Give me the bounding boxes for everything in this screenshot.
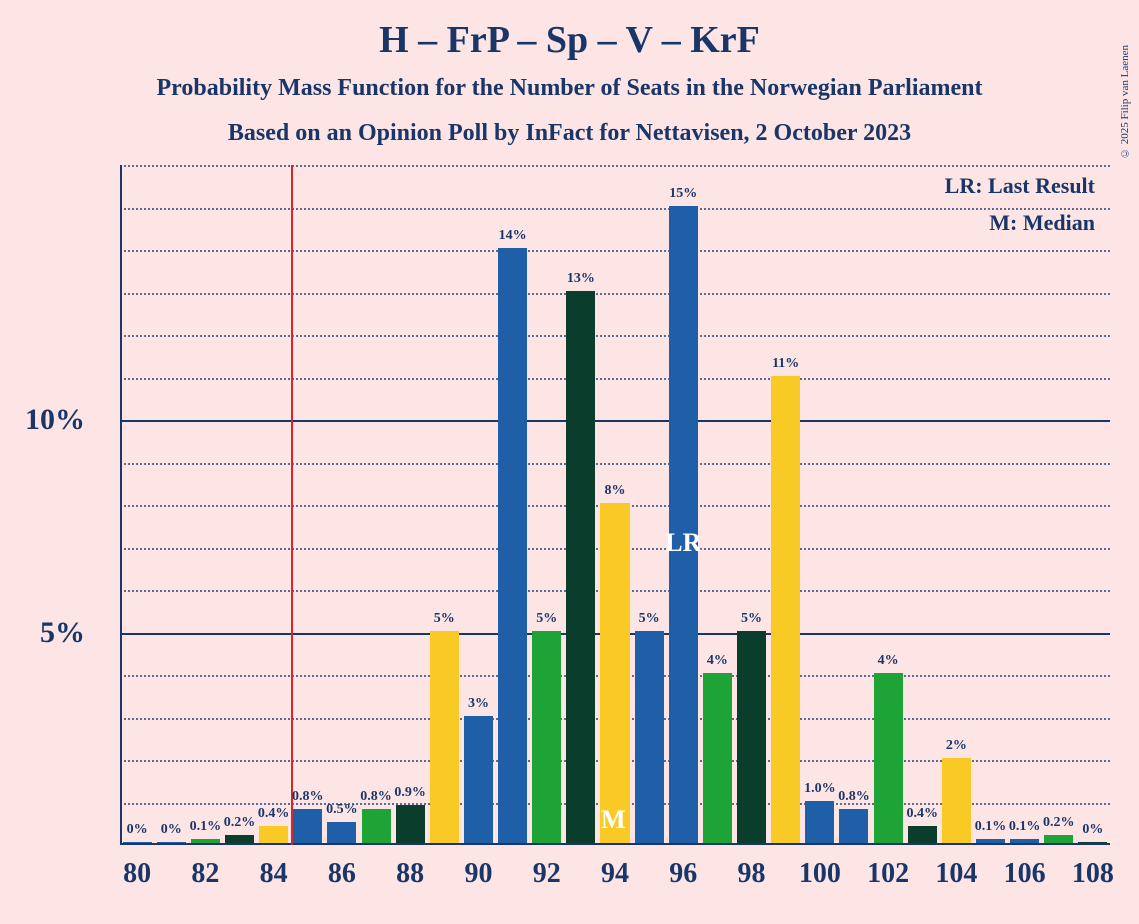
bar: [874, 673, 903, 843]
gridline: [120, 293, 1110, 295]
bar: [191, 839, 220, 843]
bar: [771, 376, 800, 844]
bar-value-label: 0.8%: [292, 789, 324, 805]
gridline: [120, 208, 1110, 210]
bar: [635, 631, 664, 844]
bar: [293, 809, 322, 843]
x-axis-label: 100: [799, 858, 841, 890]
x-axis-label: 98: [738, 858, 766, 890]
bar-value-label: 0.4%: [258, 806, 290, 822]
x-axis-label: 84: [260, 858, 288, 890]
x-axis-label: 88: [396, 858, 424, 890]
bar: [464, 716, 493, 844]
bar-value-label: 0%: [127, 822, 148, 838]
bar-value-label: 3%: [468, 696, 489, 712]
bar-value-label: 0%: [1082, 822, 1103, 838]
bar: [1044, 835, 1073, 844]
chart-subtitle-2: Based on an Opinion Poll by InFact for N…: [0, 120, 1139, 147]
bar-value-label: 5%: [434, 611, 455, 627]
bar: [942, 758, 971, 843]
bar-value-label: 8%: [605, 483, 626, 499]
legend-lr: LR: Last Result: [945, 173, 1095, 199]
bar: [225, 835, 254, 844]
bar-value-label: 0.4%: [906, 806, 938, 822]
bar-value-label: 0.8%: [360, 789, 392, 805]
bar: [123, 842, 152, 843]
bar: [157, 842, 186, 843]
bar: [259, 826, 288, 843]
bar: [976, 839, 1005, 843]
legend-m: M: Median: [989, 210, 1095, 236]
bar-value-label: 1.0%: [804, 781, 836, 797]
gridline: [120, 335, 1110, 337]
bar: [532, 631, 561, 844]
x-axis-label: 104: [935, 858, 977, 890]
bar-value-label: 0.2%: [1043, 815, 1075, 831]
bar: [805, 801, 834, 844]
bar-value-label: 4%: [878, 653, 899, 669]
bar-value-label: 14%: [499, 228, 527, 244]
chart-title: H – FrP – Sp – V – KrF: [0, 18, 1139, 62]
x-axis-label: 86: [328, 858, 356, 890]
copyright-text: © 2025 Filip van Laenen: [1119, 45, 1131, 159]
bar: [908, 826, 937, 843]
bar-value-label: 0.8%: [838, 789, 870, 805]
chart-subtitle-1: Probability Mass Function for the Number…: [0, 75, 1139, 102]
bar-value-label: 4%: [707, 653, 728, 669]
x-axis-label: 106: [1004, 858, 1046, 890]
bar-value-label: 0.1%: [190, 819, 222, 835]
y-axis-label: 5%: [40, 616, 85, 650]
bar: [737, 631, 766, 844]
bar-value-label: 11%: [772, 356, 799, 372]
bar-value-label: 0.9%: [394, 785, 426, 801]
bar-value-label: 15%: [669, 186, 697, 202]
plot-area: LR: Last Result M: Median 5%10%808284868…: [120, 165, 1110, 845]
bar-value-label: 5%: [741, 611, 762, 627]
bar: [669, 206, 698, 844]
bar: [362, 809, 391, 843]
bar: [600, 503, 629, 843]
chart-container: H – FrP – Sp – V – KrF Probability Mass …: [0, 0, 1139, 924]
x-axis-label: 90: [464, 858, 492, 890]
x-axis-label: 96: [669, 858, 697, 890]
bar: [703, 673, 732, 843]
y-axis-label: 10%: [25, 403, 85, 437]
x-axis-label: 82: [191, 858, 219, 890]
x-axis-label: 94: [601, 858, 629, 890]
x-axis-label: 92: [533, 858, 561, 890]
bar-value-label: 5%: [639, 611, 660, 627]
x-axis: [120, 843, 1110, 845]
bar: [1078, 842, 1107, 843]
x-axis-label: 108: [1072, 858, 1114, 890]
bar-value-label: 0.2%: [224, 815, 256, 831]
gridline: [120, 463, 1110, 465]
gridline: [120, 250, 1110, 252]
bar-value-label: 2%: [946, 738, 967, 754]
x-axis-label: 80: [123, 858, 151, 890]
gridline: [120, 378, 1110, 380]
bar: [498, 248, 527, 843]
gridline: [120, 165, 1110, 167]
bar-value-label: 5%: [536, 611, 557, 627]
bar: [396, 805, 425, 843]
threshold-line: [291, 165, 293, 845]
bar: [327, 822, 356, 843]
bar-value-label: 0%: [161, 822, 182, 838]
bar-value-label: 0.1%: [975, 819, 1007, 835]
bar-value-label: 0.1%: [1009, 819, 1041, 835]
x-axis-label: 102: [867, 858, 909, 890]
gridline: [120, 420, 1110, 422]
bar: [566, 291, 595, 844]
bar: [430, 631, 459, 844]
bar-value-label: 13%: [567, 271, 595, 287]
bar: [839, 809, 868, 843]
bar: [1010, 839, 1039, 843]
bar-value-label: 0.5%: [326, 802, 358, 818]
